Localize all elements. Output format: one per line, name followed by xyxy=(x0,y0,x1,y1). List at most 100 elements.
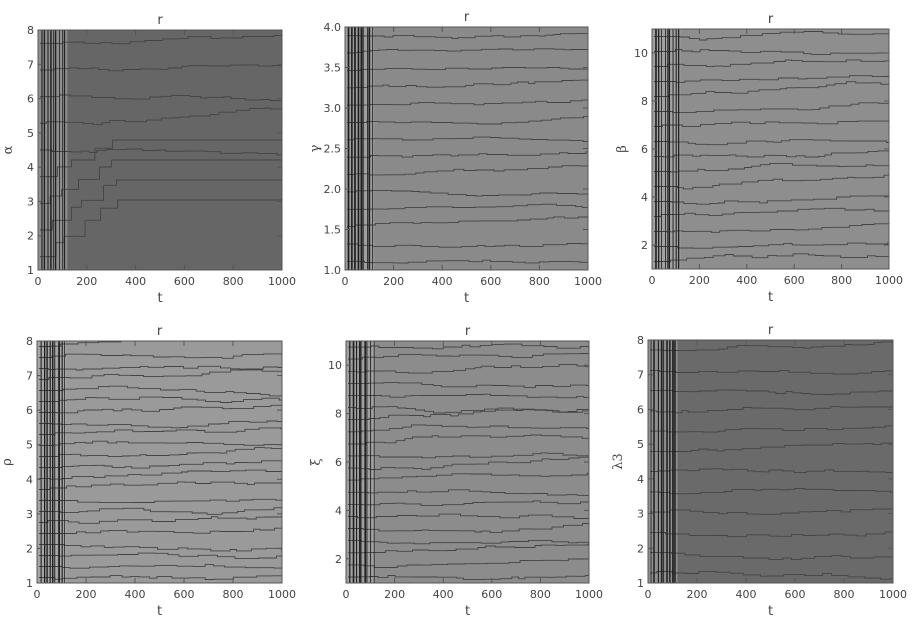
plot-title: r xyxy=(465,324,471,339)
contour-line xyxy=(39,426,282,435)
y-tick-label: 3 xyxy=(637,508,644,521)
contour-line xyxy=(347,242,588,248)
x-tick-label: 200 xyxy=(384,588,405,601)
contour-line xyxy=(347,115,588,125)
y-tick-label: 1 xyxy=(26,577,33,590)
y-tick-label: 7 xyxy=(27,58,34,71)
contour-line xyxy=(39,544,282,552)
x-tick-label: 600 xyxy=(481,588,502,601)
contour-line xyxy=(39,341,139,347)
contour-line xyxy=(650,405,893,414)
y-tick-label: 6 xyxy=(335,456,342,469)
y-tick-label: 2.5 xyxy=(324,143,342,156)
contour-field xyxy=(345,27,588,270)
contour-line xyxy=(39,575,282,580)
contour-line xyxy=(654,48,889,55)
contour-field xyxy=(346,341,589,583)
y-tick-label: 2 xyxy=(641,239,648,252)
contour-line xyxy=(347,33,588,39)
contour-line xyxy=(39,353,282,359)
contour-line xyxy=(348,452,589,459)
x-tick-label: 600 xyxy=(785,588,806,601)
y-tick-label: 2.0 xyxy=(324,183,342,196)
x-tick-label: 1000 xyxy=(268,275,296,288)
y-tick-label: 8 xyxy=(335,408,342,421)
y-axis-label: α xyxy=(1,145,16,154)
contour-line xyxy=(39,404,282,414)
contour-line xyxy=(347,48,588,54)
contour-line xyxy=(39,396,282,403)
contour-line xyxy=(348,523,589,533)
subplot-1: 0 200 400 600 800 1000 1 2 3 4 5 6 7 8 r t α xyxy=(1,13,296,306)
contour-line xyxy=(39,469,282,480)
contour-line xyxy=(654,75,889,83)
contour-line xyxy=(348,393,589,399)
contour-line xyxy=(654,174,889,190)
x-tick-label: 400 xyxy=(432,275,453,288)
x-tick-label: 800 xyxy=(223,275,244,288)
contour-line xyxy=(39,507,282,515)
contour-line xyxy=(348,489,589,497)
contour-line xyxy=(347,67,588,71)
x-tick-label: 0 xyxy=(343,588,350,601)
contour-field xyxy=(37,341,282,583)
contour-line xyxy=(348,513,589,520)
x-tick-label: 1000 xyxy=(574,275,602,288)
contour-line xyxy=(40,159,282,204)
x-tick-label: 400 xyxy=(736,588,757,601)
contour-background xyxy=(648,340,893,583)
plot-title: r xyxy=(768,12,774,27)
x-axis-label: t xyxy=(768,290,773,305)
contour-background xyxy=(345,27,588,270)
contour-line xyxy=(348,406,589,414)
contour-line xyxy=(348,539,589,546)
contour-line xyxy=(39,563,282,569)
contour-line xyxy=(654,119,889,128)
x-tick-label: 800 xyxy=(530,588,551,601)
y-tick-label: 4 xyxy=(641,191,648,204)
y-tick-label: 1 xyxy=(637,577,644,590)
contour-region-light xyxy=(37,341,67,583)
y-tick-label: 3 xyxy=(27,195,34,208)
subplot-4: 0 200 400 600 800 1000 1 2 3 4 5 6 7 8 r t ρ xyxy=(0,324,296,619)
x-axis-label: t xyxy=(768,604,773,619)
subplot-5: 0 200 400 600 800 1000 2 4 6 8 10 r t ξ xyxy=(309,324,603,619)
contour-line xyxy=(39,385,282,397)
x-tick-label: 400 xyxy=(736,274,757,287)
x-tick-label: 600 xyxy=(174,275,195,288)
contour-line xyxy=(654,242,889,249)
x-axis-label: t xyxy=(157,604,162,619)
y-tick-label: 3.5 xyxy=(324,62,342,75)
plot-frame xyxy=(36,340,283,584)
contour-line xyxy=(348,382,589,388)
y-tick-label: 5 xyxy=(637,438,644,451)
x-tick-label: 600 xyxy=(174,588,195,601)
subplot-3: 0 200 400 600 800 1000 2 4 6 8 10 r t β xyxy=(615,12,903,305)
x-axis-label: t xyxy=(464,291,469,306)
contour-line xyxy=(348,343,589,350)
contour-line xyxy=(39,498,282,504)
contour-line xyxy=(39,447,282,457)
y-tick-label: 4 xyxy=(26,473,33,486)
contour-field xyxy=(652,29,889,269)
y-tick-label: 6 xyxy=(637,403,644,416)
plot-title: r xyxy=(157,13,163,28)
plot-frame xyxy=(647,339,894,584)
y-tick-label: 2 xyxy=(26,542,33,555)
x-tick-label: 800 xyxy=(223,588,244,601)
x-tick-label: 1000 xyxy=(879,588,907,601)
contour-line xyxy=(650,425,893,433)
x-tick-label: 200 xyxy=(76,275,97,288)
y-tick-label: 4.0 xyxy=(324,21,342,34)
contour-line xyxy=(348,557,589,568)
contour-line xyxy=(650,389,893,395)
y-axis-label: γ xyxy=(308,144,323,152)
contour-line xyxy=(348,434,589,445)
contour-line xyxy=(650,369,893,375)
y-tick-label: 1 xyxy=(27,264,34,277)
x-tick-label: 1000 xyxy=(875,274,903,287)
contour-line xyxy=(654,253,889,262)
contour-line xyxy=(40,34,282,45)
contour-line xyxy=(650,340,893,352)
contour-field xyxy=(38,30,282,270)
